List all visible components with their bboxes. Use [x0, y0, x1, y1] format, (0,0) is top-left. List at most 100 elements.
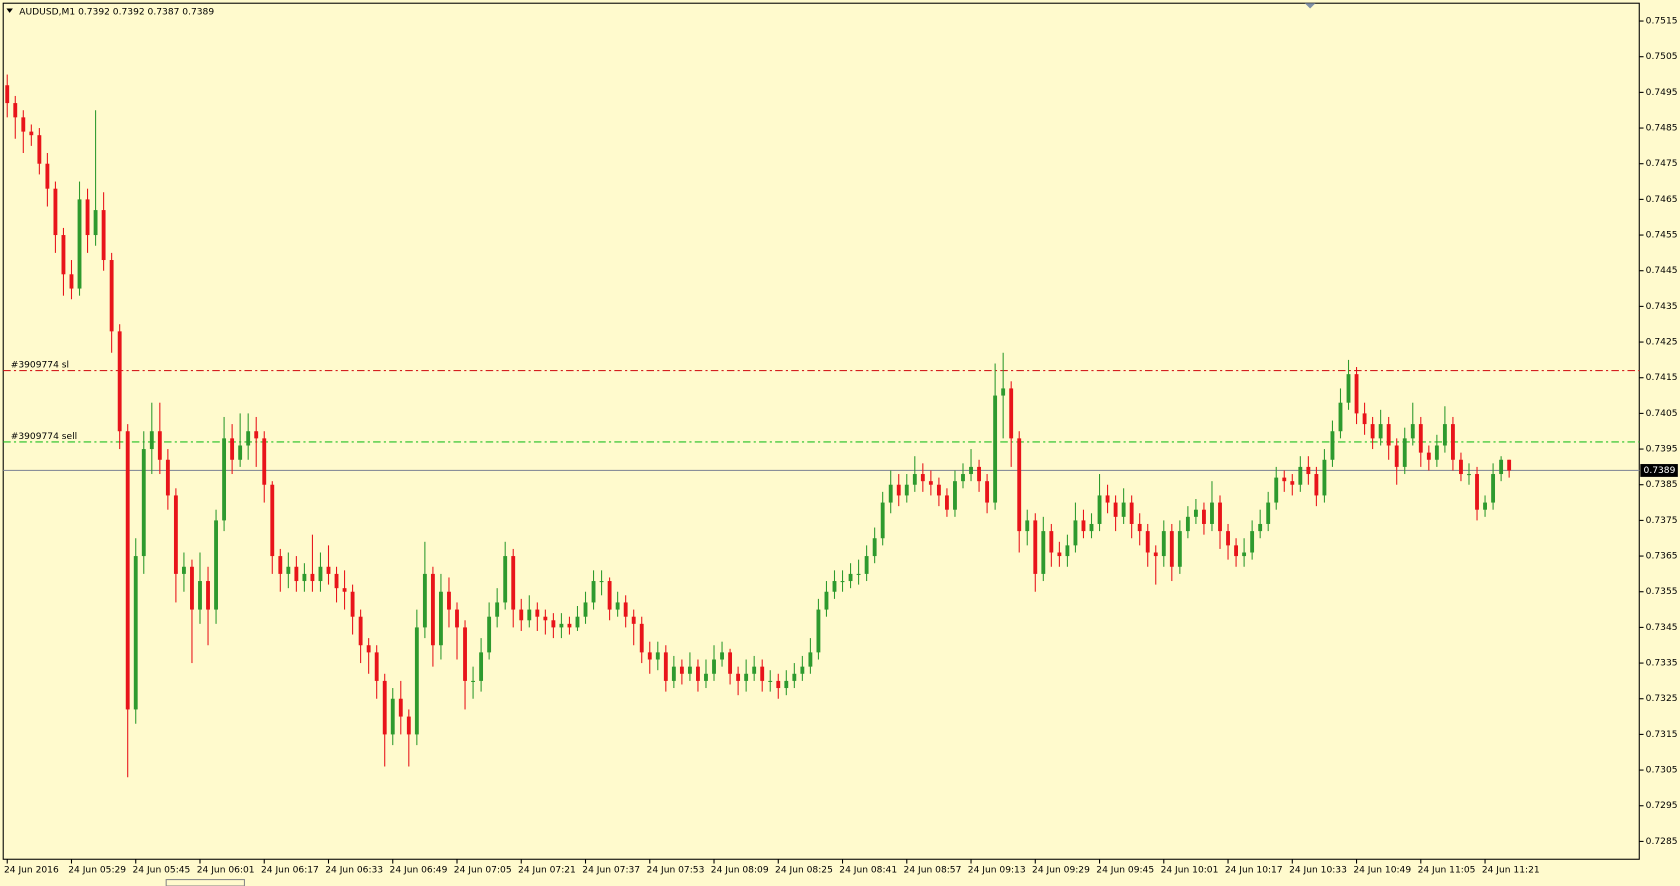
candle-body — [1499, 459, 1504, 475]
candle-body — [583, 602, 588, 617]
x-tick-label: 24 Jun 07:05 — [454, 865, 512, 875]
candle-body — [1177, 531, 1182, 567]
candle-body — [1386, 424, 1391, 446]
candle-body — [398, 698, 403, 717]
candle-body — [744, 673, 749, 681]
scroll-tab[interactable] — [165, 879, 245, 886]
candle-body — [1483, 502, 1487, 510]
x-tick-label: 24 Jun 2016 — [4, 865, 59, 875]
y-tick-label: 0.7515 — [1646, 17, 1678, 27]
candle-body — [1290, 481, 1295, 485]
y-tick-label: 0.7455 — [1646, 231, 1678, 241]
candle-body — [663, 652, 668, 681]
candle-body — [422, 573, 427, 628]
plot-frame — [2, 2, 1640, 860]
candle-body — [1322, 459, 1327, 496]
candle-body — [85, 199, 90, 236]
candle-body — [720, 652, 724, 660]
candle-body — [262, 438, 267, 485]
candle-body — [238, 445, 243, 460]
candle-body — [848, 573, 853, 582]
candle-body — [286, 566, 291, 574]
candle-body — [872, 538, 877, 557]
candle-body — [856, 573, 861, 575]
candle-body — [246, 431, 251, 446]
candle-body — [487, 616, 492, 653]
candle-body — [1169, 531, 1174, 567]
y-tick-label: 0.7315 — [1646, 730, 1678, 740]
candle-body — [559, 623, 564, 628]
x-tick-label: 24 Jun 11:05 — [1418, 865, 1476, 875]
candle-body — [969, 466, 973, 475]
candle-body — [278, 556, 283, 574]
title-menu-arrow[interactable] — [6, 8, 13, 13]
candle-body — [125, 431, 130, 710]
candle-body — [1218, 502, 1222, 532]
y-tick-label: 0.7365 — [1646, 552, 1678, 562]
candle-body — [463, 627, 467, 681]
candle-body — [326, 566, 331, 574]
candle-body — [824, 591, 829, 610]
candle-body — [1234, 545, 1239, 557]
y-tick-label: 0.7445 — [1646, 266, 1678, 276]
candle-body — [133, 556, 138, 710]
y-tick-label: 0.7325 — [1646, 694, 1678, 704]
candle-body — [53, 188, 58, 236]
candle-body — [101, 210, 106, 261]
candle-body — [1057, 552, 1062, 557]
y-tick-label: 0.7405 — [1646, 409, 1678, 419]
y-tick-label: 0.7345 — [1646, 623, 1678, 633]
candle-body — [1394, 445, 1399, 467]
candle-body — [832, 581, 837, 592]
candle-body — [382, 680, 387, 735]
candle-body — [5, 85, 10, 104]
y-tick-label: 0.7355 — [1646, 587, 1678, 597]
candle-body — [1338, 402, 1343, 432]
x-tick-label: 24 Jun 08:09 — [711, 865, 769, 875]
candle-body — [639, 623, 644, 653]
candle-body — [752, 666, 757, 674]
candle-body — [181, 566, 186, 574]
candle-body — [704, 673, 708, 681]
x-tick-label: 24 Jun 06:49 — [390, 865, 448, 875]
candle-body — [1442, 424, 1447, 446]
x-tick-label: 24 Jun 07:53 — [647, 865, 705, 875]
candle-body — [816, 609, 821, 653]
candle-body — [800, 666, 805, 674]
candle-body — [599, 581, 604, 583]
y-tick-label: 0.7395 — [1646, 445, 1678, 455]
y-tick-label: 0.7475 — [1646, 159, 1678, 169]
x-tick-label: 24 Jun 11:21 — [1482, 865, 1540, 875]
candle-body — [655, 652, 660, 660]
candle-body — [1153, 552, 1158, 557]
candle-body — [149, 431, 154, 450]
candle-body — [214, 520, 218, 610]
candle-body — [712, 659, 716, 674]
chart-title: AUDUSD,M1 0.7392 0.7392 0.7387 0.7389 — [19, 7, 214, 17]
y-tick-label: 0.7385 — [1646, 480, 1678, 490]
candle-body — [61, 235, 66, 275]
x-tick-label: 24 Jun 09:13 — [968, 865, 1026, 875]
bid-label: 0.7389 — [1644, 466, 1676, 476]
candle-body — [198, 581, 202, 610]
candle-body — [254, 431, 259, 439]
y-tick-label: 0.7465 — [1646, 195, 1678, 205]
candle-body — [157, 431, 162, 460]
candle-body — [792, 673, 797, 681]
candle-body — [1507, 459, 1512, 471]
candle-body — [768, 680, 773, 682]
y-tick-label: 0.7435 — [1646, 302, 1678, 312]
candle-body — [37, 135, 42, 164]
candle-body — [977, 466, 981, 482]
y-tick-label: 0.7305 — [1646, 766, 1678, 776]
y-tick-label: 0.7495 — [1646, 88, 1678, 98]
candle-body — [165, 459, 170, 496]
candle-body — [567, 623, 572, 628]
candle-body — [993, 395, 998, 503]
x-tick-label: 24 Jun 08:57 — [904, 865, 962, 875]
candle-body — [318, 566, 323, 582]
x-tick-label: 24 Jun 06:33 — [325, 865, 383, 875]
candle-body — [69, 274, 74, 289]
candle-body — [945, 495, 949, 510]
